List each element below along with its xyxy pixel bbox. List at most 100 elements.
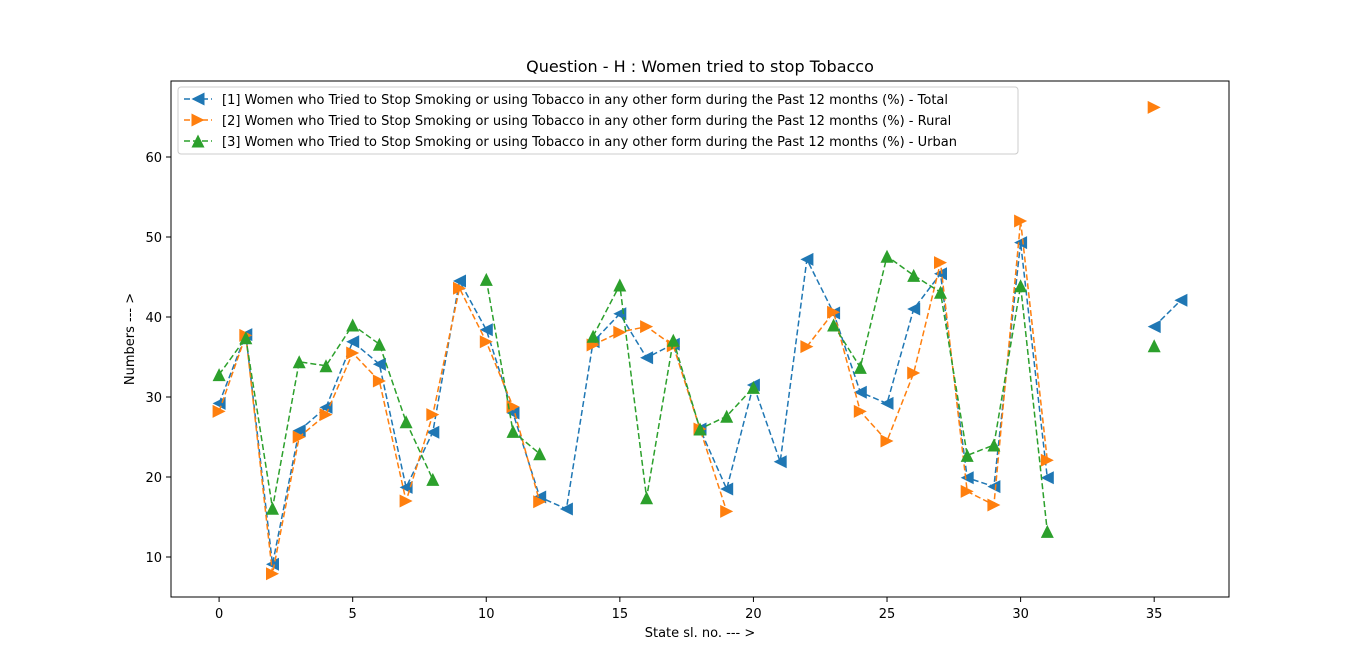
- series-2-point: [907, 366, 921, 380]
- series-2-point: [292, 430, 306, 444]
- series-1-point: [372, 357, 386, 371]
- series-2-point: [506, 400, 520, 414]
- series-1-point: [453, 274, 466, 288]
- x-tick-label: 25: [879, 607, 896, 622]
- series-3-point: [880, 249, 894, 263]
- series-1-point: [1014, 236, 1028, 250]
- series-2-point: [640, 320, 654, 334]
- legend-box: [177, 86, 1019, 155]
- series-2-point: [800, 340, 814, 354]
- series-3-point: [399, 415, 413, 429]
- legend-marker: [191, 113, 205, 127]
- legend-label: [3] Women who Tried to Stop Smoking or u…: [222, 135, 957, 150]
- series-3-point: [693, 422, 707, 436]
- series-3-point: [907, 268, 921, 282]
- series-2-point: [827, 305, 841, 319]
- series-3-point: [720, 409, 734, 423]
- series-2-point: [1147, 100, 1161, 114]
- series-1-point: [1147, 320, 1161, 334]
- series-3-point: [506, 424, 520, 438]
- series-3-point: [1014, 279, 1028, 293]
- x-tick-label: 20: [745, 607, 762, 622]
- series-2-point: [987, 498, 1001, 512]
- series-1-point: [479, 323, 493, 337]
- series-3-point: [319, 359, 333, 373]
- series-2-point: [346, 346, 360, 360]
- series-3-point: [239, 331, 253, 345]
- series-3-point: [666, 333, 680, 347]
- legend-entry-3: [3] Women who Tried to Stop Smoking or u…: [184, 134, 957, 150]
- series-1-point: [1174, 293, 1188, 307]
- y-axis-label: Numbers --- >: [123, 293, 138, 385]
- series-1-point: [640, 351, 654, 365]
- series-2-point: [720, 504, 734, 518]
- series-2-line: [592, 325, 728, 512]
- series-3-point: [1040, 524, 1054, 538]
- series-1-point: [987, 480, 1001, 494]
- y-tick-label: 20: [145, 471, 162, 486]
- legend-label: [2] Women who Tried to Stop Smoking or u…: [222, 114, 951, 129]
- series-3-point: [960, 448, 974, 462]
- y-tick-label: 60: [145, 151, 162, 166]
- series-3-point: [853, 360, 867, 374]
- series-1-point: [1040, 471, 1054, 485]
- series-1-point: [880, 396, 894, 410]
- series-3-point: [1147, 339, 1161, 353]
- series-1-point: [853, 385, 867, 399]
- series-3-point: [533, 447, 547, 461]
- series-2-point: [212, 404, 226, 418]
- series-3-point: [640, 491, 654, 505]
- axes-frame: [170, 80, 1230, 598]
- series-3-line: [218, 323, 434, 509]
- series-3-point: [613, 278, 627, 292]
- series-3-point: [292, 355, 306, 369]
- series-1-point: [559, 502, 573, 516]
- series-1-point: [346, 335, 360, 349]
- series-1-point: [960, 471, 974, 485]
- series-2-point: [399, 494, 413, 508]
- series-2-point: [479, 335, 493, 349]
- series-3: [212, 249, 1161, 538]
- series-2-point: [1040, 453, 1054, 467]
- series-2-point: [426, 408, 440, 422]
- series-1-point: [800, 252, 814, 266]
- series-3-point: [934, 285, 947, 299]
- series-2-point: [880, 434, 894, 448]
- legend-entry-2: [2] Women who Tried to Stop Smoking or u…: [184, 113, 951, 129]
- y-axis: 10 20 30 40 50 60: [145, 151, 171, 566]
- series-2-point: [453, 281, 466, 295]
- y-tick-label: 50: [145, 231, 162, 246]
- series-1-point: [773, 455, 787, 469]
- legend-marker: [191, 134, 205, 148]
- series-3-point: [586, 329, 600, 343]
- plot-area: [212, 100, 1188, 581]
- series-2-point: [533, 495, 547, 509]
- series-3-point: [346, 318, 360, 332]
- series-2-point: [934, 256, 947, 270]
- series-1-point: [907, 302, 921, 316]
- series-2-point: [960, 484, 974, 498]
- series-3-point: [987, 438, 1001, 452]
- series-2-point: [853, 404, 867, 418]
- legend-label: [1] Women who Tried to Stop Smoking or u…: [222, 93, 948, 108]
- series-2: [212, 100, 1161, 581]
- x-tick-label: 0: [215, 607, 223, 622]
- x-tick-label: 5: [349, 607, 357, 622]
- series-2-point: [319, 408, 333, 422]
- y-tick-label: 10: [145, 551, 162, 566]
- series-1-point: [934, 267, 947, 281]
- series-1-line: [1153, 299, 1182, 328]
- series-3-point: [372, 337, 386, 351]
- x-axis: 0 5 10 15 20 25 30 35: [215, 597, 1162, 622]
- series-3-point: [266, 501, 279, 515]
- series-1-point: [426, 425, 440, 439]
- series-3-point: [746, 380, 760, 394]
- x-tick-label: 10: [478, 607, 495, 622]
- series-3-point: [426, 472, 440, 486]
- series-3-point: [827, 318, 841, 332]
- series-2-point: [613, 325, 627, 339]
- x-axis-label: State sl. no. --- >: [645, 626, 756, 641]
- legend-entry-1: [1] Women who Tried to Stop Smoking or u…: [184, 92, 948, 108]
- series-3-point: [212, 368, 226, 382]
